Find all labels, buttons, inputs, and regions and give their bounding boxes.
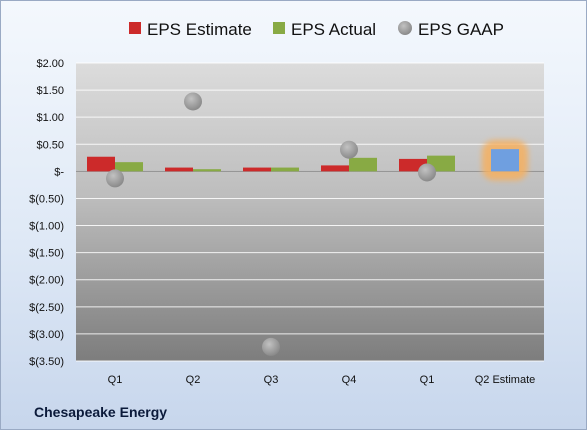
- legend-marker-eps-gaap: [398, 21, 412, 35]
- x-tick-label: Q1: [420, 374, 435, 386]
- legend-swatch-eps-actual: [273, 22, 285, 34]
- x-tick-label: Q1: [108, 374, 123, 386]
- bar-eps-estimate: [243, 167, 271, 172]
- legend-label-eps-estimate: EPS Estimate: [147, 20, 252, 39]
- legend-label-eps-actual: EPS Actual: [291, 20, 376, 39]
- plot-area: [76, 63, 544, 361]
- legend-label-eps-gaap: EPS GAAP: [418, 20, 504, 39]
- legend-swatch-eps-estimate: [129, 22, 141, 34]
- y-tick-label: $(1.50): [29, 248, 64, 260]
- y-tick-label: $(3.00): [29, 329, 64, 341]
- chart-marks: [87, 92, 528, 356]
- point-eps-gaap: [262, 337, 280, 356]
- x-tick-label: Q2 Estimate: [475, 374, 536, 386]
- x-tick-label: Q4: [342, 374, 357, 386]
- bar-eps-estimate: [87, 156, 115, 172]
- y-tick-label: $1.00: [36, 112, 64, 124]
- company-name: Chesapeake Energy: [34, 404, 167, 420]
- y-axis-ticks: $2.00 $1.50 $1.00 $0.50 $- $(0.50) $(1.00) $(1.…: [29, 58, 64, 368]
- y-tick-label: $(2.00): [29, 275, 64, 287]
- bar-eps-actual: [349, 157, 377, 172]
- point-eps-gaap: [106, 169, 124, 188]
- gridlines: [76, 62, 544, 362]
- bar-eps-actual: [193, 169, 221, 172]
- y-tick-label: $(3.50): [29, 356, 64, 368]
- bar-eps-actual: [271, 167, 299, 172]
- legend: EPS Estimate EPS Actual EPS GAAP: [129, 20, 504, 39]
- point-eps-gaap: [418, 163, 436, 182]
- bar-eps-estimate: [165, 167, 193, 172]
- y-tick-label: $(0.50): [29, 193, 64, 205]
- y-tick-label: $-: [54, 166, 64, 178]
- x-tick-label: Q2: [186, 374, 201, 386]
- y-tick-label: $(2.50): [29, 302, 64, 314]
- bar-eps-actual: [491, 149, 519, 172]
- point-eps-gaap: [184, 92, 202, 111]
- y-tick-label: $0.50: [36, 139, 64, 151]
- y-tick-label: $(1.00): [29, 221, 64, 233]
- bar-eps-estimate: [321, 165, 349, 172]
- x-tick-label: Q3: [264, 374, 279, 386]
- y-tick-label: $2.00: [36, 58, 64, 70]
- x-axis-ticks: Q1 Q2 Q3 Q4 Q1 Q2 Estimate: [108, 374, 536, 386]
- bar-eps-actual: [115, 162, 143, 172]
- point-eps-gaap: [340, 140, 358, 159]
- y-tick-label: $1.50: [36, 85, 64, 97]
